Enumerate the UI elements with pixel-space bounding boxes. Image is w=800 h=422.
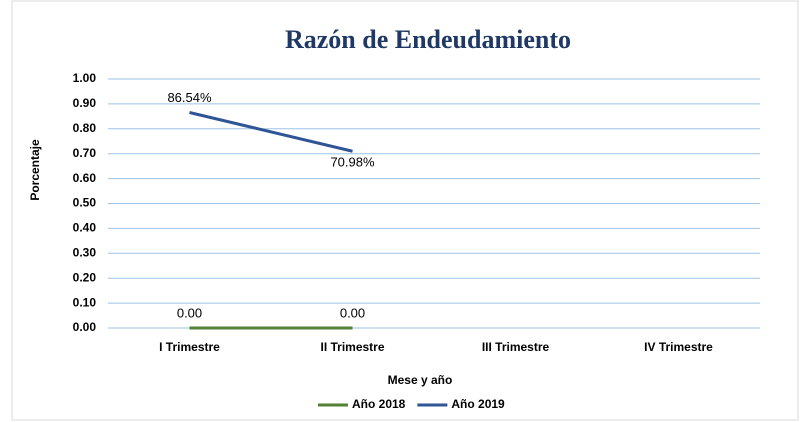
y-tick-label: 0.30 bbox=[73, 245, 97, 259]
data-label: 0.00 bbox=[177, 305, 202, 320]
y-tick-label: 0.70 bbox=[73, 146, 97, 160]
y-tick-label: 0.20 bbox=[73, 270, 97, 284]
legend-label: Año 2019 bbox=[451, 397, 505, 411]
legend-label: Año 2018 bbox=[352, 397, 406, 411]
x-tick-label: II Trimestre bbox=[320, 340, 384, 354]
y-tick-label: 0.00 bbox=[73, 320, 97, 334]
series-line bbox=[189, 111, 353, 153]
y-tick-label: 0.10 bbox=[73, 295, 97, 309]
data-label: 70.98% bbox=[330, 155, 375, 170]
data-label: 0.00 bbox=[340, 305, 365, 320]
x-tick-label: III Trimestre bbox=[482, 340, 550, 354]
y-tick-label: 0.60 bbox=[73, 171, 97, 185]
y-tick-label: 0.90 bbox=[73, 96, 97, 110]
y-axis-label: Porcentaje bbox=[28, 139, 42, 201]
y-tick-label: 0.80 bbox=[73, 121, 97, 135]
data-label: 86.54% bbox=[167, 90, 212, 105]
chart-border bbox=[11, 0, 799, 421]
chart-title: Razón de Endeudamiento bbox=[285, 25, 571, 54]
x-tick-label: I Trimestre bbox=[159, 340, 220, 354]
y-tick-label: 1.00 bbox=[73, 71, 97, 85]
y-tick-label: 0.50 bbox=[73, 196, 97, 210]
y-tick-label: 0.40 bbox=[73, 221, 97, 235]
x-axis-label: Mese y año bbox=[388, 373, 453, 387]
x-tick-label: IV Trimestre bbox=[644, 340, 713, 354]
